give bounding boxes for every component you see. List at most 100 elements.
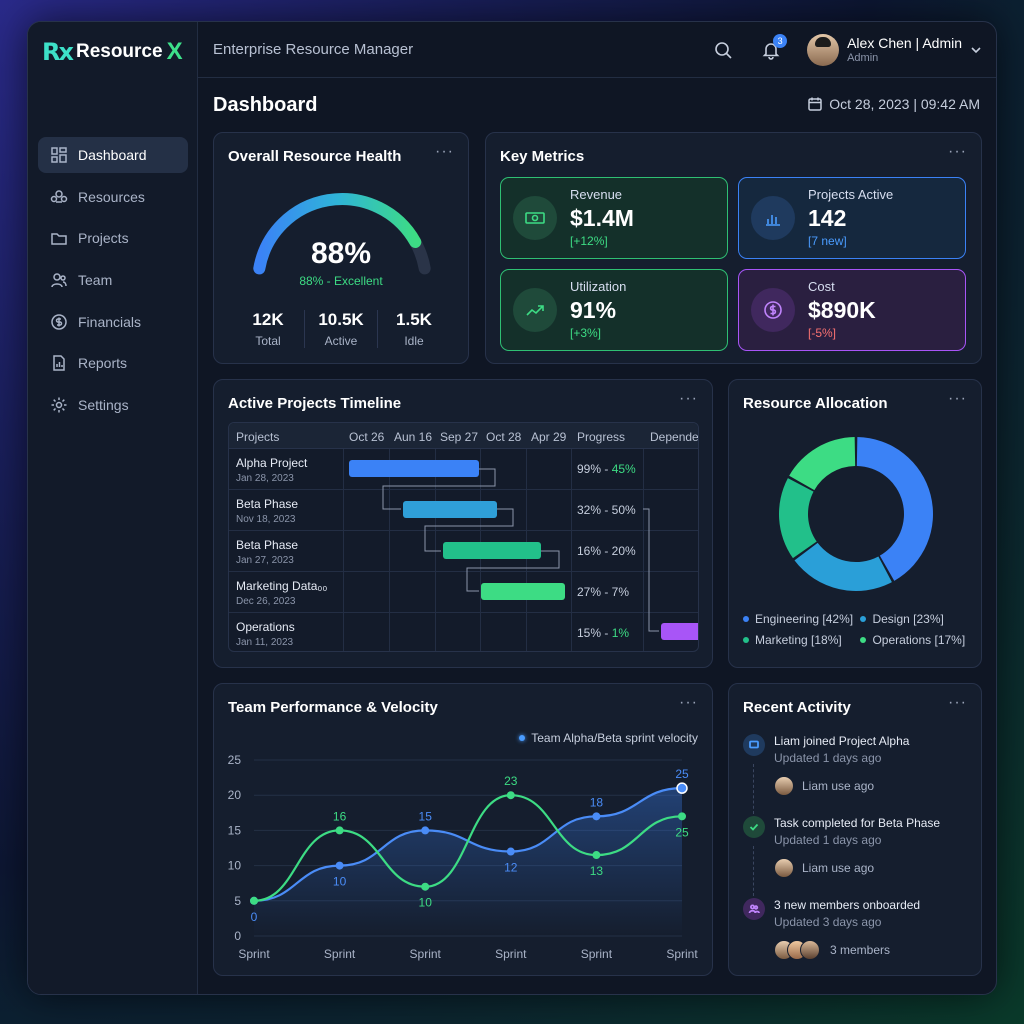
gauge-label: 88% - Excellent bbox=[299, 274, 383, 288]
timeline-row[interactable]: Beta Phase Jan 27, 2023 16% - 20% bbox=[229, 531, 698, 572]
users-icon bbox=[743, 898, 765, 920]
data-point[interactable] bbox=[506, 847, 515, 856]
data-point[interactable] bbox=[335, 861, 344, 870]
sidebar-item-settings[interactable]: Settings bbox=[38, 387, 188, 423]
trend-up-icon bbox=[513, 288, 557, 332]
report-icon bbox=[53, 355, 65, 372]
activity-meta: Liam use ago bbox=[802, 861, 875, 875]
more-icon[interactable]: ··· bbox=[435, 143, 454, 160]
gantt-bar-beta-2[interactable] bbox=[443, 542, 541, 559]
user-menu[interactable]: Alex Chen | Admin Admin bbox=[847, 35, 962, 63]
dollar-icon bbox=[751, 288, 795, 332]
metric-delta: [7 new] bbox=[808, 234, 847, 248]
data-point[interactable] bbox=[676, 782, 688, 794]
data-point[interactable] bbox=[592, 812, 601, 821]
data-label: 10 bbox=[333, 875, 347, 889]
row-date: Dec 26, 2023 bbox=[236, 596, 296, 607]
row-progress: 27% - 7% bbox=[577, 585, 630, 599]
activity-sub: Updated 1 days ago bbox=[774, 751, 882, 765]
sidebar-item-financials[interactable]: Financials bbox=[38, 304, 188, 340]
stat-value: 10.5K bbox=[318, 310, 364, 329]
legend-label: Team Alpha/Beta sprint velocity bbox=[531, 731, 698, 745]
gantt-bar-operations[interactable] bbox=[661, 623, 698, 640]
sidebar-item-dashboard[interactable]: Dashboard bbox=[38, 137, 188, 173]
column-header: Oct 28 bbox=[486, 430, 522, 444]
timeline-row[interactable]: Operations Jan 11, 2023 15% - 1% bbox=[229, 613, 698, 651]
gantt-bar-beta[interactable] bbox=[403, 501, 497, 518]
logo-text: Resource bbox=[75, 41, 163, 62]
more-icon[interactable]: ··· bbox=[948, 390, 967, 407]
data-point[interactable] bbox=[678, 812, 686, 821]
metric-cost[interactable]: Cost $890K [-5%] bbox=[738, 269, 966, 351]
data-label: 25 bbox=[675, 825, 689, 839]
sidebar-item-resources[interactable]: Resources bbox=[38, 179, 188, 215]
chevron-down-icon[interactable] bbox=[970, 44, 982, 56]
folder-icon bbox=[51, 233, 67, 246]
cash-icon bbox=[513, 196, 557, 240]
metric-label: Cost bbox=[808, 279, 835, 294]
notifications-button[interactable]: 3 bbox=[759, 34, 788, 62]
more-icon[interactable]: ··· bbox=[948, 143, 967, 160]
gantt-bar-alpha[interactable] bbox=[349, 460, 479, 477]
sidebar-nav: Dashboard Resources Projects Team Financ… bbox=[38, 137, 188, 429]
team-performance-card: Team Performance & Velocity ··· Team Alp… bbox=[213, 683, 713, 976]
sidebar-item-team[interactable]: Team bbox=[38, 262, 188, 298]
metric-projects-active[interactable]: Projects Active 142 [7 new] bbox=[738, 177, 966, 259]
data-label: 16 bbox=[333, 809, 347, 823]
more-icon[interactable]: ··· bbox=[679, 390, 698, 407]
donut-slice-3[interactable] bbox=[789, 437, 856, 491]
search-icon bbox=[715, 42, 732, 59]
sidebar-item-label: Projects bbox=[78, 230, 129, 247]
data-point[interactable] bbox=[335, 826, 344, 835]
metric-revenue[interactable]: Revenue $1.4M [+12%] bbox=[500, 177, 728, 259]
gantt-bar-marketing[interactable] bbox=[481, 583, 565, 600]
timeline-row[interactable]: Alpha Project Jan 28, 2023 99% - 45% bbox=[229, 449, 698, 490]
activity-title: 3 new members onboarded bbox=[774, 898, 921, 912]
allocation-legend: Engineering [42%] Design [23%] Marketing… bbox=[743, 612, 973, 654]
data-label: 13 bbox=[590, 864, 604, 878]
card-title: Team Performance & Velocity bbox=[228, 699, 438, 716]
resource-health-card: Overall Resource Health ··· 88% 88% - Ex… bbox=[213, 132, 469, 364]
user-avatar[interactable] bbox=[807, 34, 840, 66]
data-point[interactable] bbox=[421, 826, 430, 835]
data-point[interactable] bbox=[506, 791, 515, 800]
sidebar-item-label: Dashboard bbox=[78, 147, 147, 163]
sidebar-item-label: Settings bbox=[78, 397, 129, 414]
column-header: Depende bbox=[650, 430, 699, 444]
column-header: Progress bbox=[577, 430, 626, 444]
legend-item: Marketing [18%] bbox=[743, 633, 860, 647]
resources-icon bbox=[50, 189, 68, 203]
stat-value: 12K bbox=[252, 310, 284, 329]
donut-slice-1[interactable] bbox=[794, 542, 892, 591]
key-metrics-card: Key Metrics ··· Revenue $1.4M [+12%] Pro… bbox=[485, 132, 982, 364]
column-header: Projects bbox=[236, 430, 280, 444]
metric-label: Projects Active bbox=[808, 187, 894, 202]
data-point[interactable] bbox=[250, 896, 258, 905]
data-point[interactable] bbox=[592, 851, 601, 860]
legend-item: Engineering [42%] bbox=[743, 612, 860, 626]
donut-slice-0[interactable] bbox=[856, 437, 933, 581]
row-name: Beta Phase bbox=[236, 497, 299, 511]
brand-logo[interactable]: Rx Resource X bbox=[42, 34, 183, 70]
column-header: Oct 26 bbox=[349, 430, 385, 444]
timeline-row[interactable]: Beta Phase Nov 18, 2023 32% - 50% bbox=[229, 490, 698, 531]
row-progress: 16% - 20% bbox=[577, 544, 636, 558]
gauge-fill bbox=[253, 193, 422, 275]
stat-value: 1.5K bbox=[396, 310, 432, 329]
x-tick-label: Sprint bbox=[581, 947, 613, 961]
team-icon bbox=[51, 273, 67, 288]
x-tick-label: Sprint bbox=[238, 947, 270, 961]
data-point[interactable] bbox=[421, 882, 430, 891]
sidebar-item-reports[interactable]: Reports bbox=[38, 345, 188, 381]
avatar bbox=[800, 940, 820, 960]
donut-slice-2[interactable] bbox=[779, 478, 817, 559]
gauge-value: 88% bbox=[310, 237, 372, 270]
timeline-row[interactable]: Marketing Data₀₀ Dec 26, 2023 27% - 7% bbox=[229, 572, 698, 613]
more-icon[interactable]: ··· bbox=[679, 694, 698, 711]
search-button[interactable] bbox=[711, 38, 735, 62]
sidebar-item-projects[interactable]: Projects bbox=[38, 220, 188, 256]
metric-utilization[interactable]: Utilization 91% [+3%] bbox=[500, 269, 728, 351]
timeline-table: Projects Oct 26 Aun 16 Sep 27 Oct 28 Apr… bbox=[228, 422, 699, 652]
more-icon[interactable]: ··· bbox=[948, 694, 967, 711]
row-progress: 15% - 1% bbox=[577, 626, 630, 640]
